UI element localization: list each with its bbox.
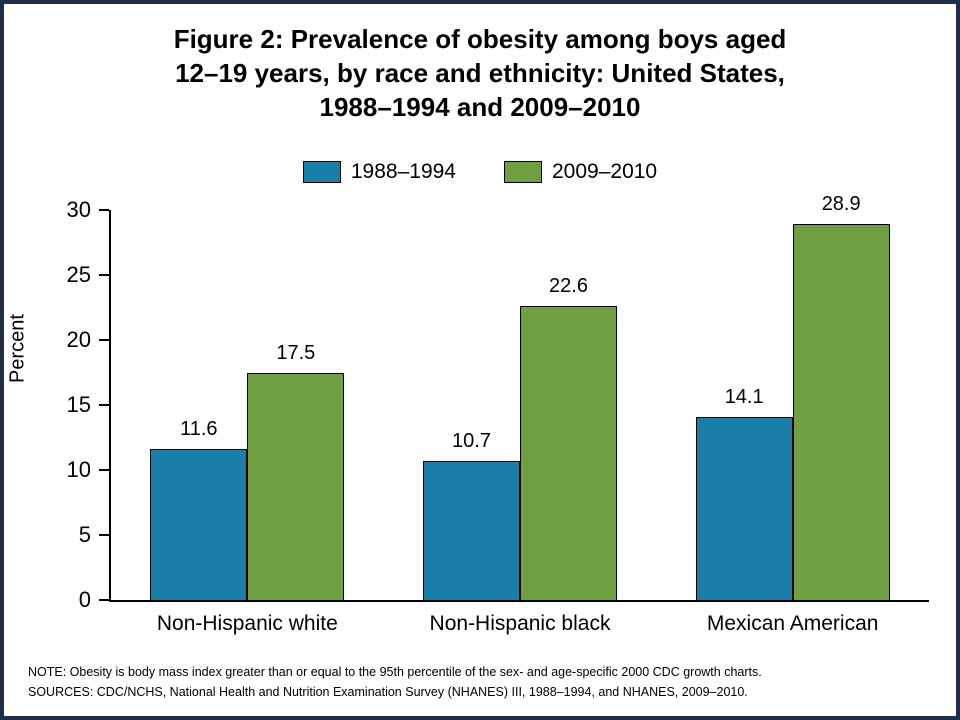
y-axis-label: Percent (6, 314, 29, 384)
y-tick-mark-0 (99, 599, 109, 601)
chart-title-line-2: 12–19 years, by race and ethnicity: Unit… (175, 58, 785, 88)
note-line: NOTE: Obesity is body mass index greater… (28, 665, 762, 679)
bar-1988-1994-mexican-american (695, 416, 793, 600)
chart-title-line-1: Figure 2: Prevalence of obesity among bo… (173, 24, 787, 54)
bar-value-label: 11.6 (180, 418, 218, 441)
plot-area: 0 5 10 15 20 25 30 11.6 17.5 Non-Hispanic white 10… (67, 193, 929, 635)
legend: 1988–1994 2009–2010 (4, 160, 956, 184)
bar-1988-1994-non-hispanic-white (150, 449, 248, 600)
bar-value-label: 28.9 (821, 193, 861, 216)
footnotes: NOTE: Obesity is body mass index greater… (28, 662, 762, 702)
legend-swatch (504, 161, 542, 183)
bar-value-label: 22.6 (549, 275, 588, 298)
y-tick-mark-30 (99, 209, 109, 211)
y-tick-mark-10 (99, 469, 109, 472)
bar-value-label: 17.5 (276, 341, 316, 364)
bar-2009-2010-mexican-american (792, 224, 890, 600)
sources-line: SOURCES: CDC/NCHS, National Health and N… (28, 685, 748, 699)
y-tick-mark-20 (99, 339, 109, 342)
chart-title: Figure 2: Prevalence of obesity among bo… (4, 22, 956, 124)
legend-label: 1988–1994 (350, 160, 456, 183)
y-tick-mark-5 (99, 534, 109, 537)
chart-title-line-3: 1988–1994 and 2009–2010 (319, 92, 641, 122)
y-tick-mark-25 (99, 274, 109, 276)
legend-label: 2009–2010 (552, 160, 658, 183)
bar-value-label: 14.1 (724, 385, 764, 408)
x-category-label-mexican-american: Mexican American (706, 612, 879, 635)
x-category-label-non-hispanic-white: Non-Hispanic white (156, 612, 338, 635)
legend-swatch (302, 161, 341, 183)
bar-value-label: 10.7 (452, 429, 491, 452)
bar-2009-2010-non-hispanic-black (520, 306, 617, 600)
bar-2009-2010-non-hispanic-white (247, 372, 345, 600)
bar-1988-1994-non-hispanic-black (423, 460, 520, 600)
legend-item: 2009–2010 (504, 160, 657, 184)
y-tick-mark-15 (99, 404, 109, 406)
legend-item: 1988–1994 (302, 160, 456, 184)
x-category-label-non-hispanic-black: Non-Hispanic black (429, 612, 611, 635)
